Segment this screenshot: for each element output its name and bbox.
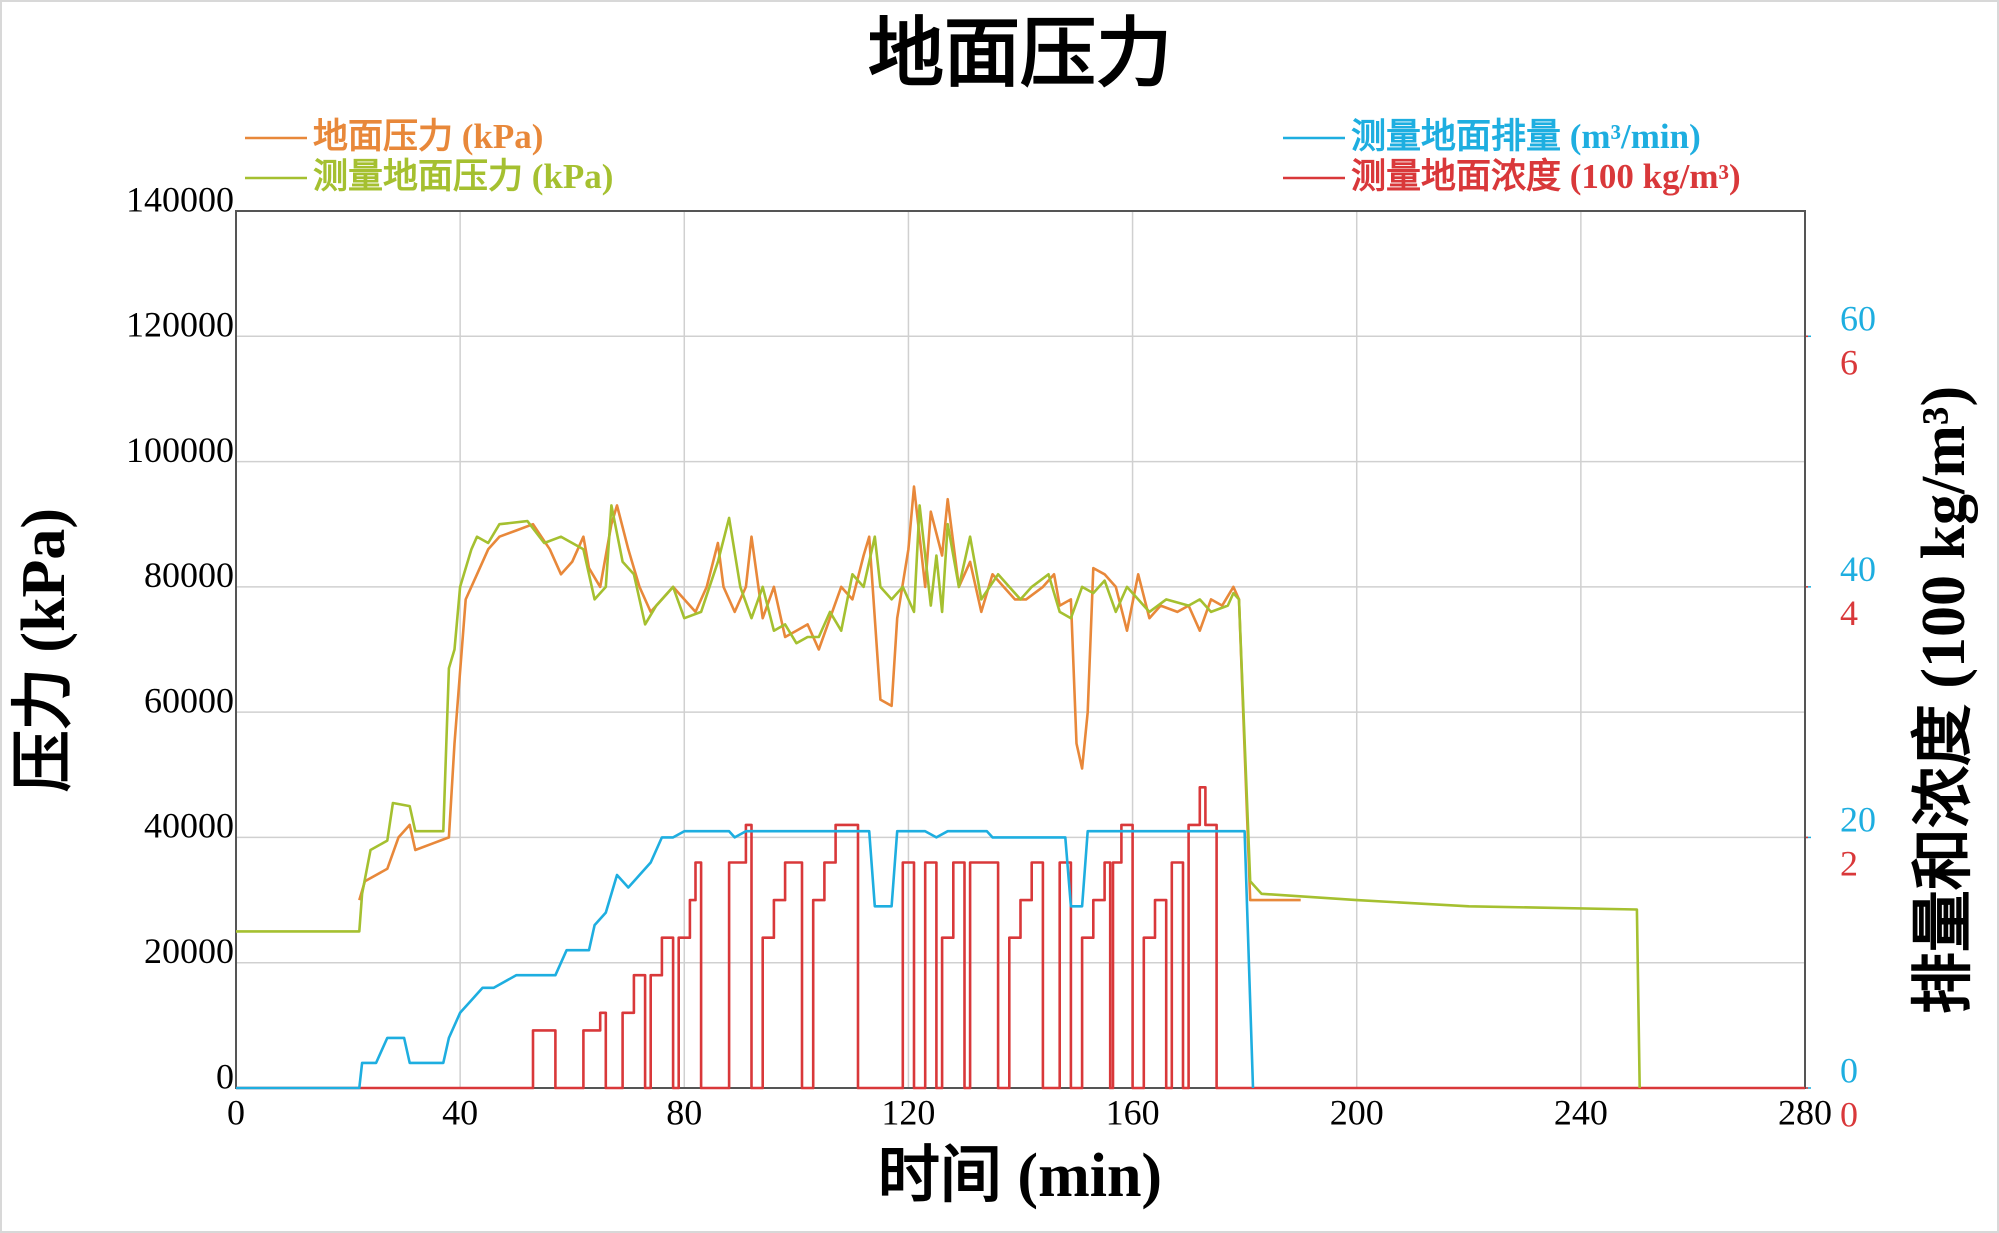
x-tick-label: 160	[1106, 1092, 1160, 1132]
x-tick-label: 0	[227, 1092, 245, 1132]
x-tick-label: 200	[1330, 1092, 1384, 1132]
legend-label: 测量地面浓度 (100 kg/m³)	[1351, 157, 1741, 196]
y-tick-label: 20000	[144, 931, 234, 971]
series-line	[236, 829, 1255, 1090]
legend-label: 地面压力 (kPa)	[313, 117, 543, 156]
y3-tick-label: 2	[1840, 844, 1858, 884]
y2-tick-label: 60	[1840, 299, 1876, 339]
legend-label: 测量地面排量 (m³/min)	[1351, 117, 1701, 156]
series-line	[236, 504, 1641, 1089]
x-axis-title: 时间 (min)	[878, 1142, 1162, 1210]
y2-tick-label: 0	[1840, 1050, 1858, 1090]
plot-frame	[235, 210, 1806, 1089]
y-tick-label: 0	[216, 1056, 234, 1096]
legend-label: 测量地面压力 (kPa)	[313, 157, 613, 196]
y2-axis-title: 排量和浓度 (100 kg/m³)	[1909, 386, 1978, 1014]
y3-tick-label: 6	[1840, 343, 1858, 383]
y2-tick-label: 40	[1840, 549, 1876, 589]
y-tick-label: 140000	[126, 179, 234, 219]
y3-tick-label: 0	[1840, 1094, 1858, 1134]
x-tick-label: 280	[1778, 1092, 1832, 1132]
series-line	[236, 786, 1805, 1090]
x-tick-label: 240	[1554, 1092, 1608, 1132]
y-tick-label: 120000	[126, 305, 234, 345]
x-tick-label: 40	[442, 1092, 478, 1132]
y2-tick-label: 20	[1840, 800, 1876, 840]
series-line	[358, 485, 1301, 902]
x-tick-label: 80	[666, 1092, 702, 1132]
y-tick-label: 60000	[144, 680, 234, 720]
y-tick-label: 40000	[144, 806, 234, 846]
y3-tick-label: 4	[1840, 593, 1858, 633]
chart-title: 地面压力	[868, 12, 1172, 96]
y-tick-label: 80000	[144, 555, 234, 595]
y-tick-label: 100000	[126, 430, 234, 470]
y-axis-title: 压力 (kPa)	[10, 508, 78, 792]
x-tick-label: 120	[881, 1092, 935, 1132]
